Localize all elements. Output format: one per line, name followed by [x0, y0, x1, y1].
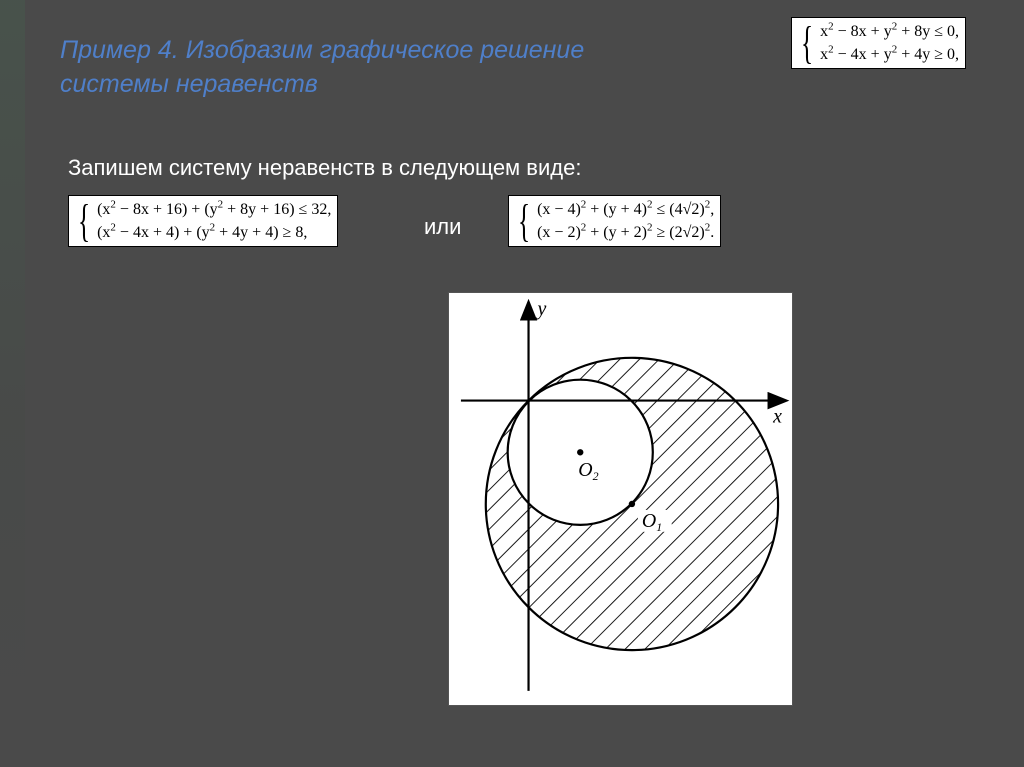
left-accent — [0, 0, 25, 767]
system-expanded-right: { (x − 4)2 + (y + 4)2 ≤ (4√2)2, (x − 2)2… — [508, 195, 721, 247]
x-axis-label: x — [772, 405, 782, 427]
solution-diagram: y x O1 O2 — [448, 292, 793, 706]
y-axis-label: y — [535, 298, 546, 320]
intro-text: Запишем систему неравенств в следующем в… — [68, 155, 581, 181]
conjunction-or: или — [424, 214, 461, 240]
system-original: { x2 − 8x + y2 + 8y ≤ 0, x2 − 4x + y2 + … — [791, 17, 966, 69]
system-expanded-left: { (x2 − 8x + 16) + (y2 + 8y + 16) ≤ 32, … — [68, 195, 338, 247]
page-title: Пример 4. Изобразим графическое решение … — [60, 34, 660, 102]
